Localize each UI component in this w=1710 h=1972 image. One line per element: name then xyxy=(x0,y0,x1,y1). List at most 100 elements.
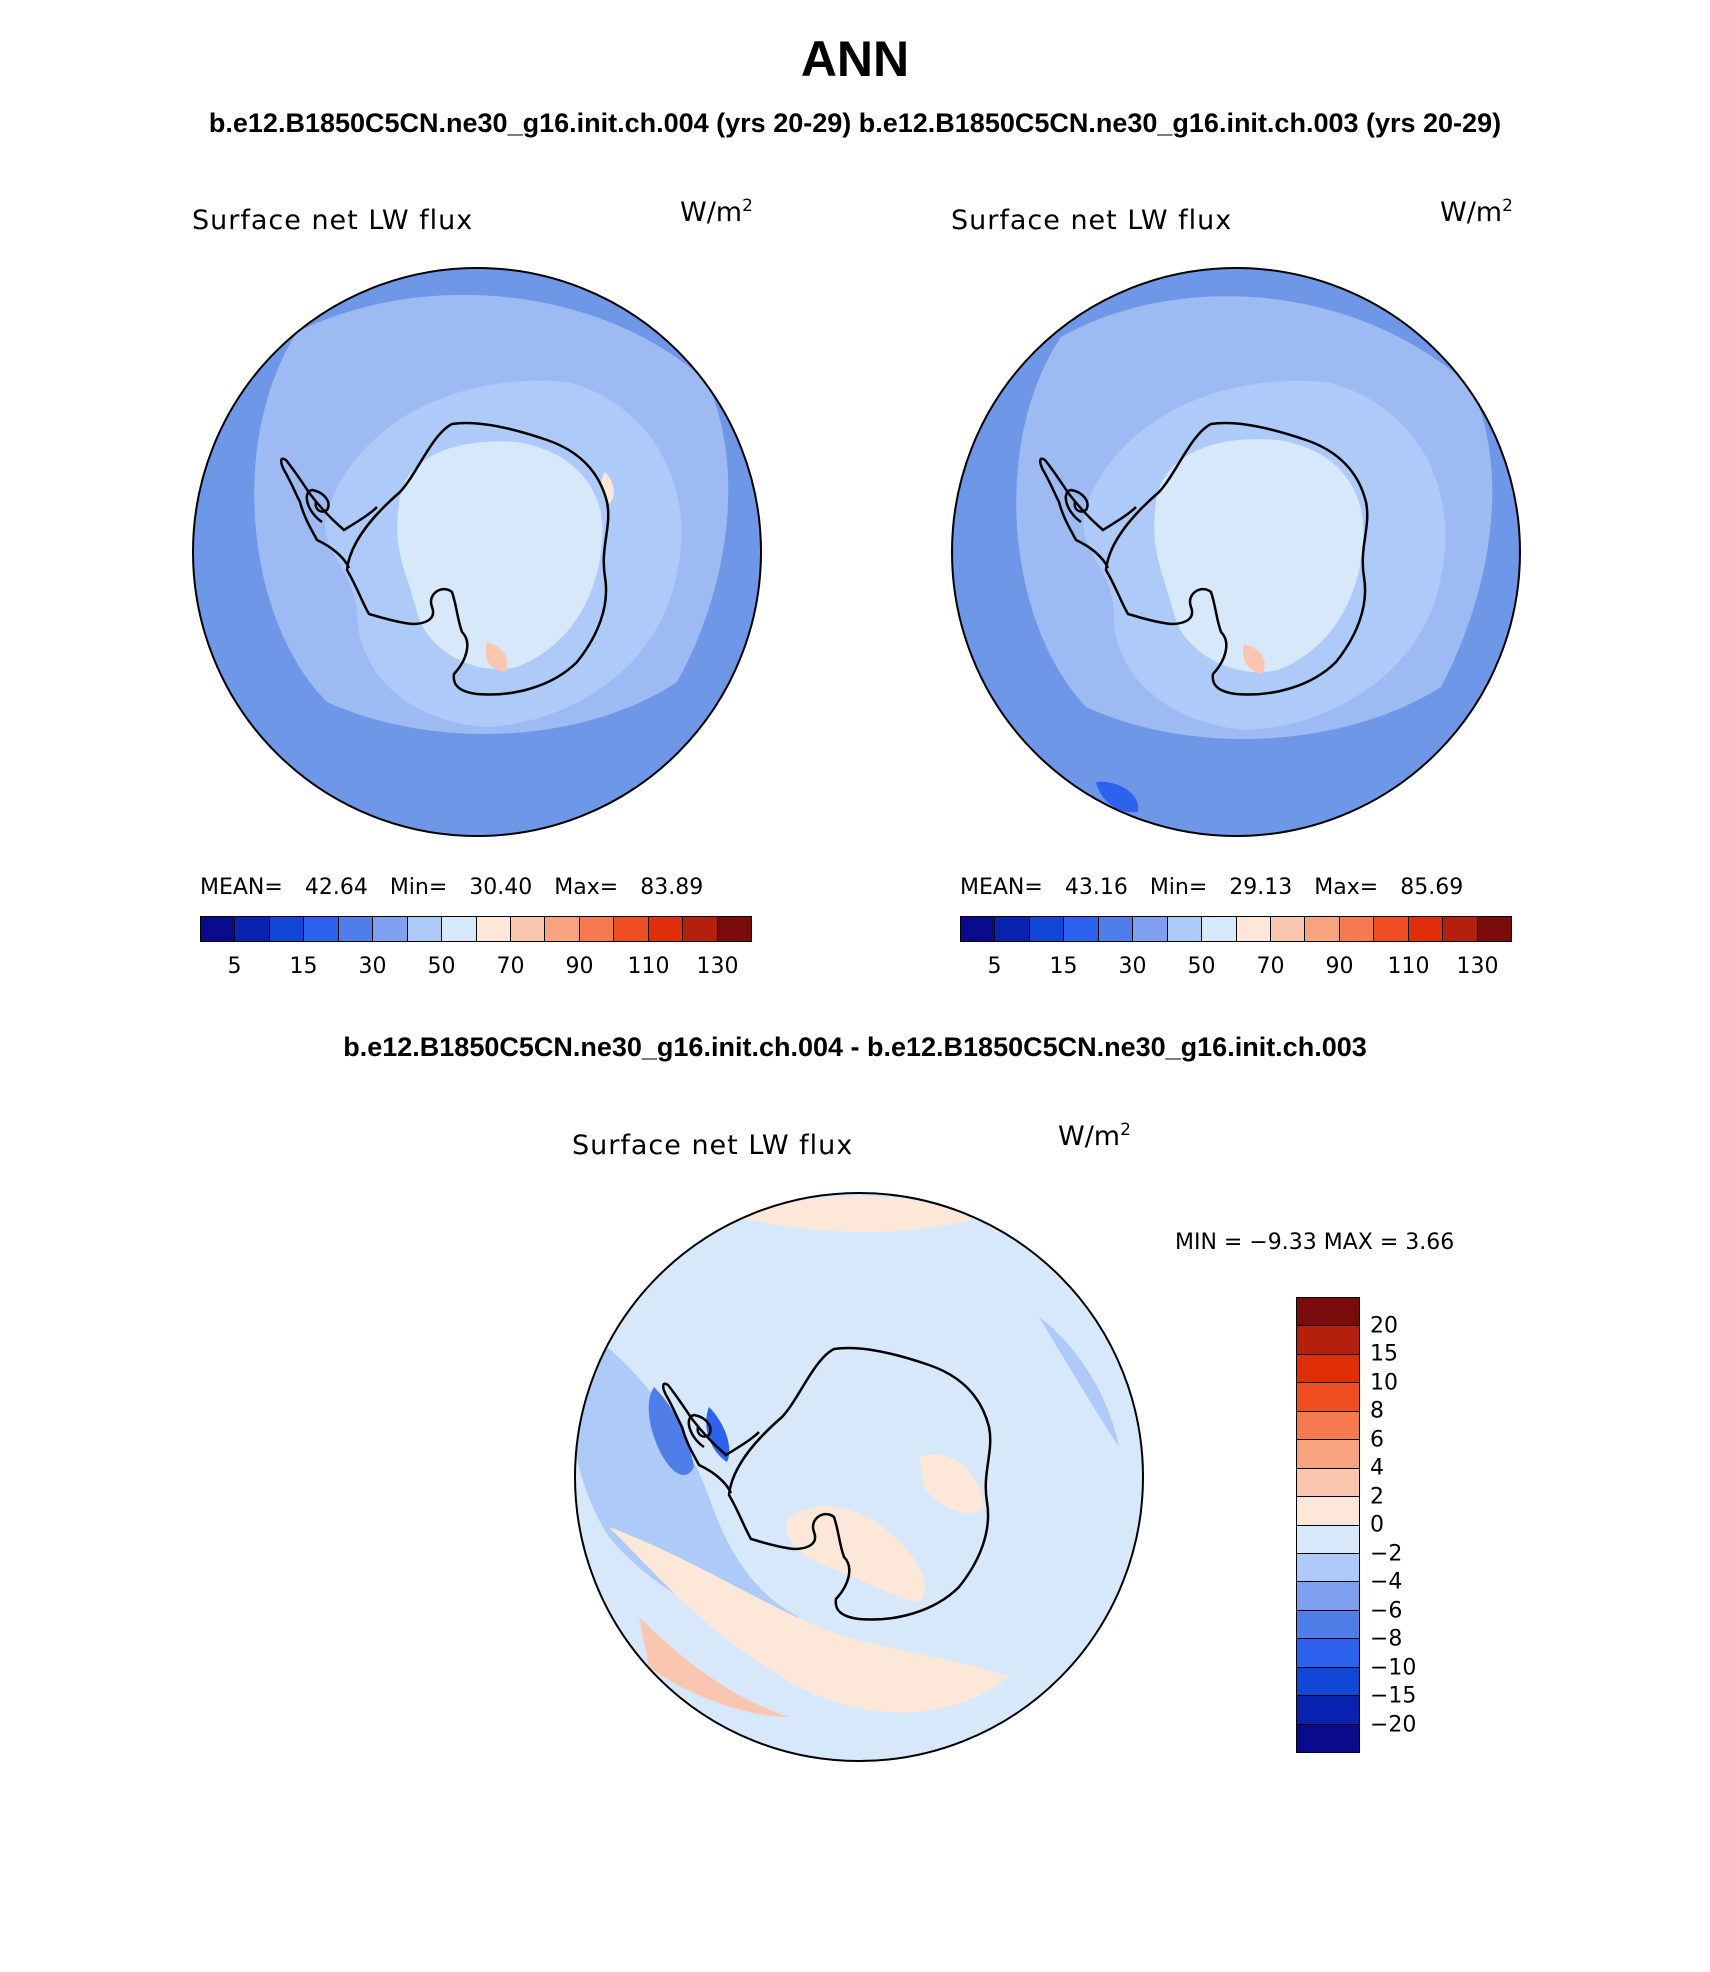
left-mean-label: MEAN= xyxy=(200,875,283,900)
cbL-swatch xyxy=(545,917,580,941)
diff-colorbar-tick-label: −2 xyxy=(1370,1541,1403,1566)
cbR-swatch xyxy=(961,917,996,941)
cbR-swatch xyxy=(1305,917,1340,941)
cbL-tick-label: 15 xyxy=(289,954,318,979)
cbR-tick-label: 30 xyxy=(1118,954,1147,979)
diff-colorbar-swatch xyxy=(1297,1411,1359,1441)
cbL-tick-label: 110 xyxy=(627,954,670,979)
diff-colorbar-swatch xyxy=(1297,1667,1359,1697)
cbR-swatch xyxy=(1029,917,1065,941)
diff-colorbar-swatch xyxy=(1297,1354,1359,1384)
cbR-tick-label: 110 xyxy=(1387,954,1430,979)
case-titles: b.e12.B1850C5CN.ne30_g16.init.ch.004 (yr… xyxy=(208,108,1502,138)
cbR-swatch xyxy=(1064,917,1099,941)
right-low-patch xyxy=(1096,781,1139,813)
cbR-tick-label: 50 xyxy=(1187,954,1216,979)
diff-top-positive xyxy=(739,1196,979,1232)
left-panel-units: W/m2 xyxy=(680,196,753,228)
diff-panel-units: W/m2 xyxy=(1058,1120,1131,1152)
diff-colorbar-swatch xyxy=(1297,1468,1359,1498)
cbR-swatch xyxy=(1236,917,1271,941)
diff-colorbar-swatch xyxy=(1297,1383,1359,1412)
right-mean-value: 43.16 xyxy=(1064,875,1128,900)
cbR-tick-label: 15 xyxy=(1049,954,1078,979)
right-map-border xyxy=(951,267,1521,837)
diff-colorbar-tick-label: −8 xyxy=(1370,1626,1403,1652)
cbR-tick-label: 5 xyxy=(987,954,1002,979)
cbR-tick-label: 90 xyxy=(1325,954,1354,979)
diff-positive-core xyxy=(639,1617,789,1717)
right-mean-label: MEAN= xyxy=(960,875,1043,900)
cbL-tick-label: 5 xyxy=(227,954,242,979)
left-colorbar-labels: 5 15 30 50 70 90 110 130 xyxy=(200,954,752,984)
right-max-label: Max= xyxy=(1314,875,1379,900)
cbL-tick-label: 70 xyxy=(496,954,525,979)
left-max-value: 83.89 xyxy=(640,875,704,900)
right-min-value: 29.13 xyxy=(1229,875,1293,900)
right-max-value: 85.69 xyxy=(1400,875,1464,900)
cbL-swatch xyxy=(476,917,511,941)
cbR-swatch xyxy=(1339,917,1375,941)
right-panel-title: Surface net LW flux xyxy=(951,205,1233,236)
diff-colorbar-swatch xyxy=(1297,1553,1359,1583)
cbL-swatch xyxy=(201,917,236,941)
cbL-swatch xyxy=(442,917,477,941)
cbL-swatch xyxy=(510,917,546,941)
cbR-swatch xyxy=(1477,917,1511,941)
left-map-border xyxy=(192,267,762,837)
diff-colorbar-tick-label: 15 xyxy=(1370,1341,1398,1367)
cbR-tick-label: 130 xyxy=(1456,954,1499,979)
page-title: ANN xyxy=(800,31,910,87)
left-ice-light-region xyxy=(397,441,603,670)
diff-colorbar-swatch xyxy=(1297,1696,1359,1725)
diff-colorbar-tick-label: 10 xyxy=(1370,1370,1398,1395)
right-units-exp: 2 xyxy=(1502,196,1513,216)
cbR-swatch xyxy=(1133,917,1168,941)
cbL-tick-label: 90 xyxy=(565,954,594,979)
left-min-value: 30.40 xyxy=(469,875,533,900)
cbL-swatch xyxy=(235,917,270,941)
cbL-swatch xyxy=(579,917,615,941)
diff-minmax: MIN = −9.33 MAX = 3.66 xyxy=(1175,1230,1455,1255)
cbL-swatch xyxy=(269,917,305,941)
cbL-swatch xyxy=(648,917,684,941)
diff-colorbar-swatch xyxy=(1297,1326,1359,1355)
cbL-swatch xyxy=(407,917,443,941)
diff-colorbar-tick-label: 4 xyxy=(1370,1455,1384,1481)
cbL-tick-label: 30 xyxy=(358,954,387,979)
cbR-swatch xyxy=(1098,917,1134,941)
left-positive-patch xyxy=(485,642,508,672)
cbR-swatch xyxy=(995,917,1030,941)
diff-east-negative xyxy=(1039,1317,1119,1447)
cbR-swatch xyxy=(1202,917,1237,941)
diff-units-exp: 2 xyxy=(1120,1120,1131,1140)
diff-colorbar-swatch xyxy=(1297,1298,1359,1327)
cbR-swatch xyxy=(1443,917,1478,941)
diff-strong-negative xyxy=(648,1387,694,1476)
cbL-swatch xyxy=(717,917,751,941)
diff-units-base: W/m xyxy=(1058,1121,1121,1152)
diff-peak-negative xyxy=(706,1407,730,1462)
left-polar-map xyxy=(192,267,762,837)
diff-map-border xyxy=(574,1192,1144,1762)
diff-positive-sector xyxy=(609,1527,1009,1713)
diff-colorbar-tick-label: −6 xyxy=(1370,1598,1403,1623)
right-ice-light-region xyxy=(1154,439,1364,673)
diff-colorbar-tick-label: 2 xyxy=(1370,1484,1384,1509)
cbR-swatch xyxy=(1167,917,1203,941)
diff-title: b.e12.B1850C5CN.ne30_g16.init.ch.004 - b… xyxy=(343,1032,1367,1062)
diff-colorbar-swatch xyxy=(1297,1582,1359,1611)
cbL-swatch xyxy=(338,917,374,941)
left-units-exp: 2 xyxy=(742,196,753,216)
diff-panel-title: Surface net LW flux xyxy=(572,1130,854,1161)
diff-colorbar xyxy=(1296,1297,1360,1753)
left-max-label: Max= xyxy=(554,875,619,900)
cbR-swatch xyxy=(1270,917,1306,941)
diff-colorbar-tick-label: −20 xyxy=(1370,1712,1417,1737)
left-mean-value: 42.64 xyxy=(304,875,368,900)
diff-colorbar-tick-label: −10 xyxy=(1370,1655,1417,1680)
cbL-tick-label: 50 xyxy=(427,954,456,979)
cbR-tick-label: 70 xyxy=(1256,954,1285,979)
left-stats: MEAN= 42.64 Min= 30.40 Max= 83.89 xyxy=(200,875,725,900)
diff-colorbar-swatch xyxy=(1297,1724,1359,1752)
